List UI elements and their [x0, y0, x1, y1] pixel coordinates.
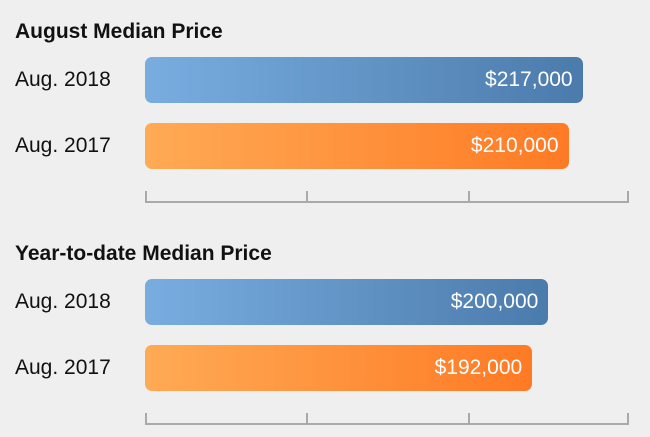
x-axis-tick [627, 191, 629, 203]
category-label: Aug. 2017 [15, 356, 111, 379]
x-axis-tick [467, 191, 470, 203]
x-axis-tick [145, 413, 147, 425]
x-axis-line [145, 423, 629, 425]
bar-aug-2018: $200,000 [145, 279, 549, 325]
x-axis-tick [306, 191, 309, 203]
bar-value-label: $192,000 [434, 356, 523, 379]
bar-aug-2017: $210,000 [145, 123, 569, 169]
x-axis-tick [627, 413, 629, 425]
category-label: Aug. 2017 [15, 134, 111, 157]
x-axis-tick [145, 191, 147, 203]
x-axis-tick [467, 413, 470, 425]
category-label: Aug. 2018 [15, 290, 111, 313]
bar-aug-2017: $192,000 [145, 345, 533, 391]
chart-title: August Median Price [15, 20, 223, 43]
x-axis-tick [306, 413, 309, 425]
bar-value-label: $217,000 [485, 68, 573, 91]
bar-aug-2018: $217,000 [145, 57, 583, 103]
bar-value-label: $200,000 [450, 290, 539, 313]
bar-value-label: $210,000 [470, 134, 559, 157]
chart-title: Year-to-date Median Price [15, 242, 272, 265]
category-label: Aug. 2018 [15, 68, 111, 91]
x-axis-line [145, 201, 629, 203]
x-axis [145, 189, 629, 203]
x-axis [145, 411, 629, 425]
